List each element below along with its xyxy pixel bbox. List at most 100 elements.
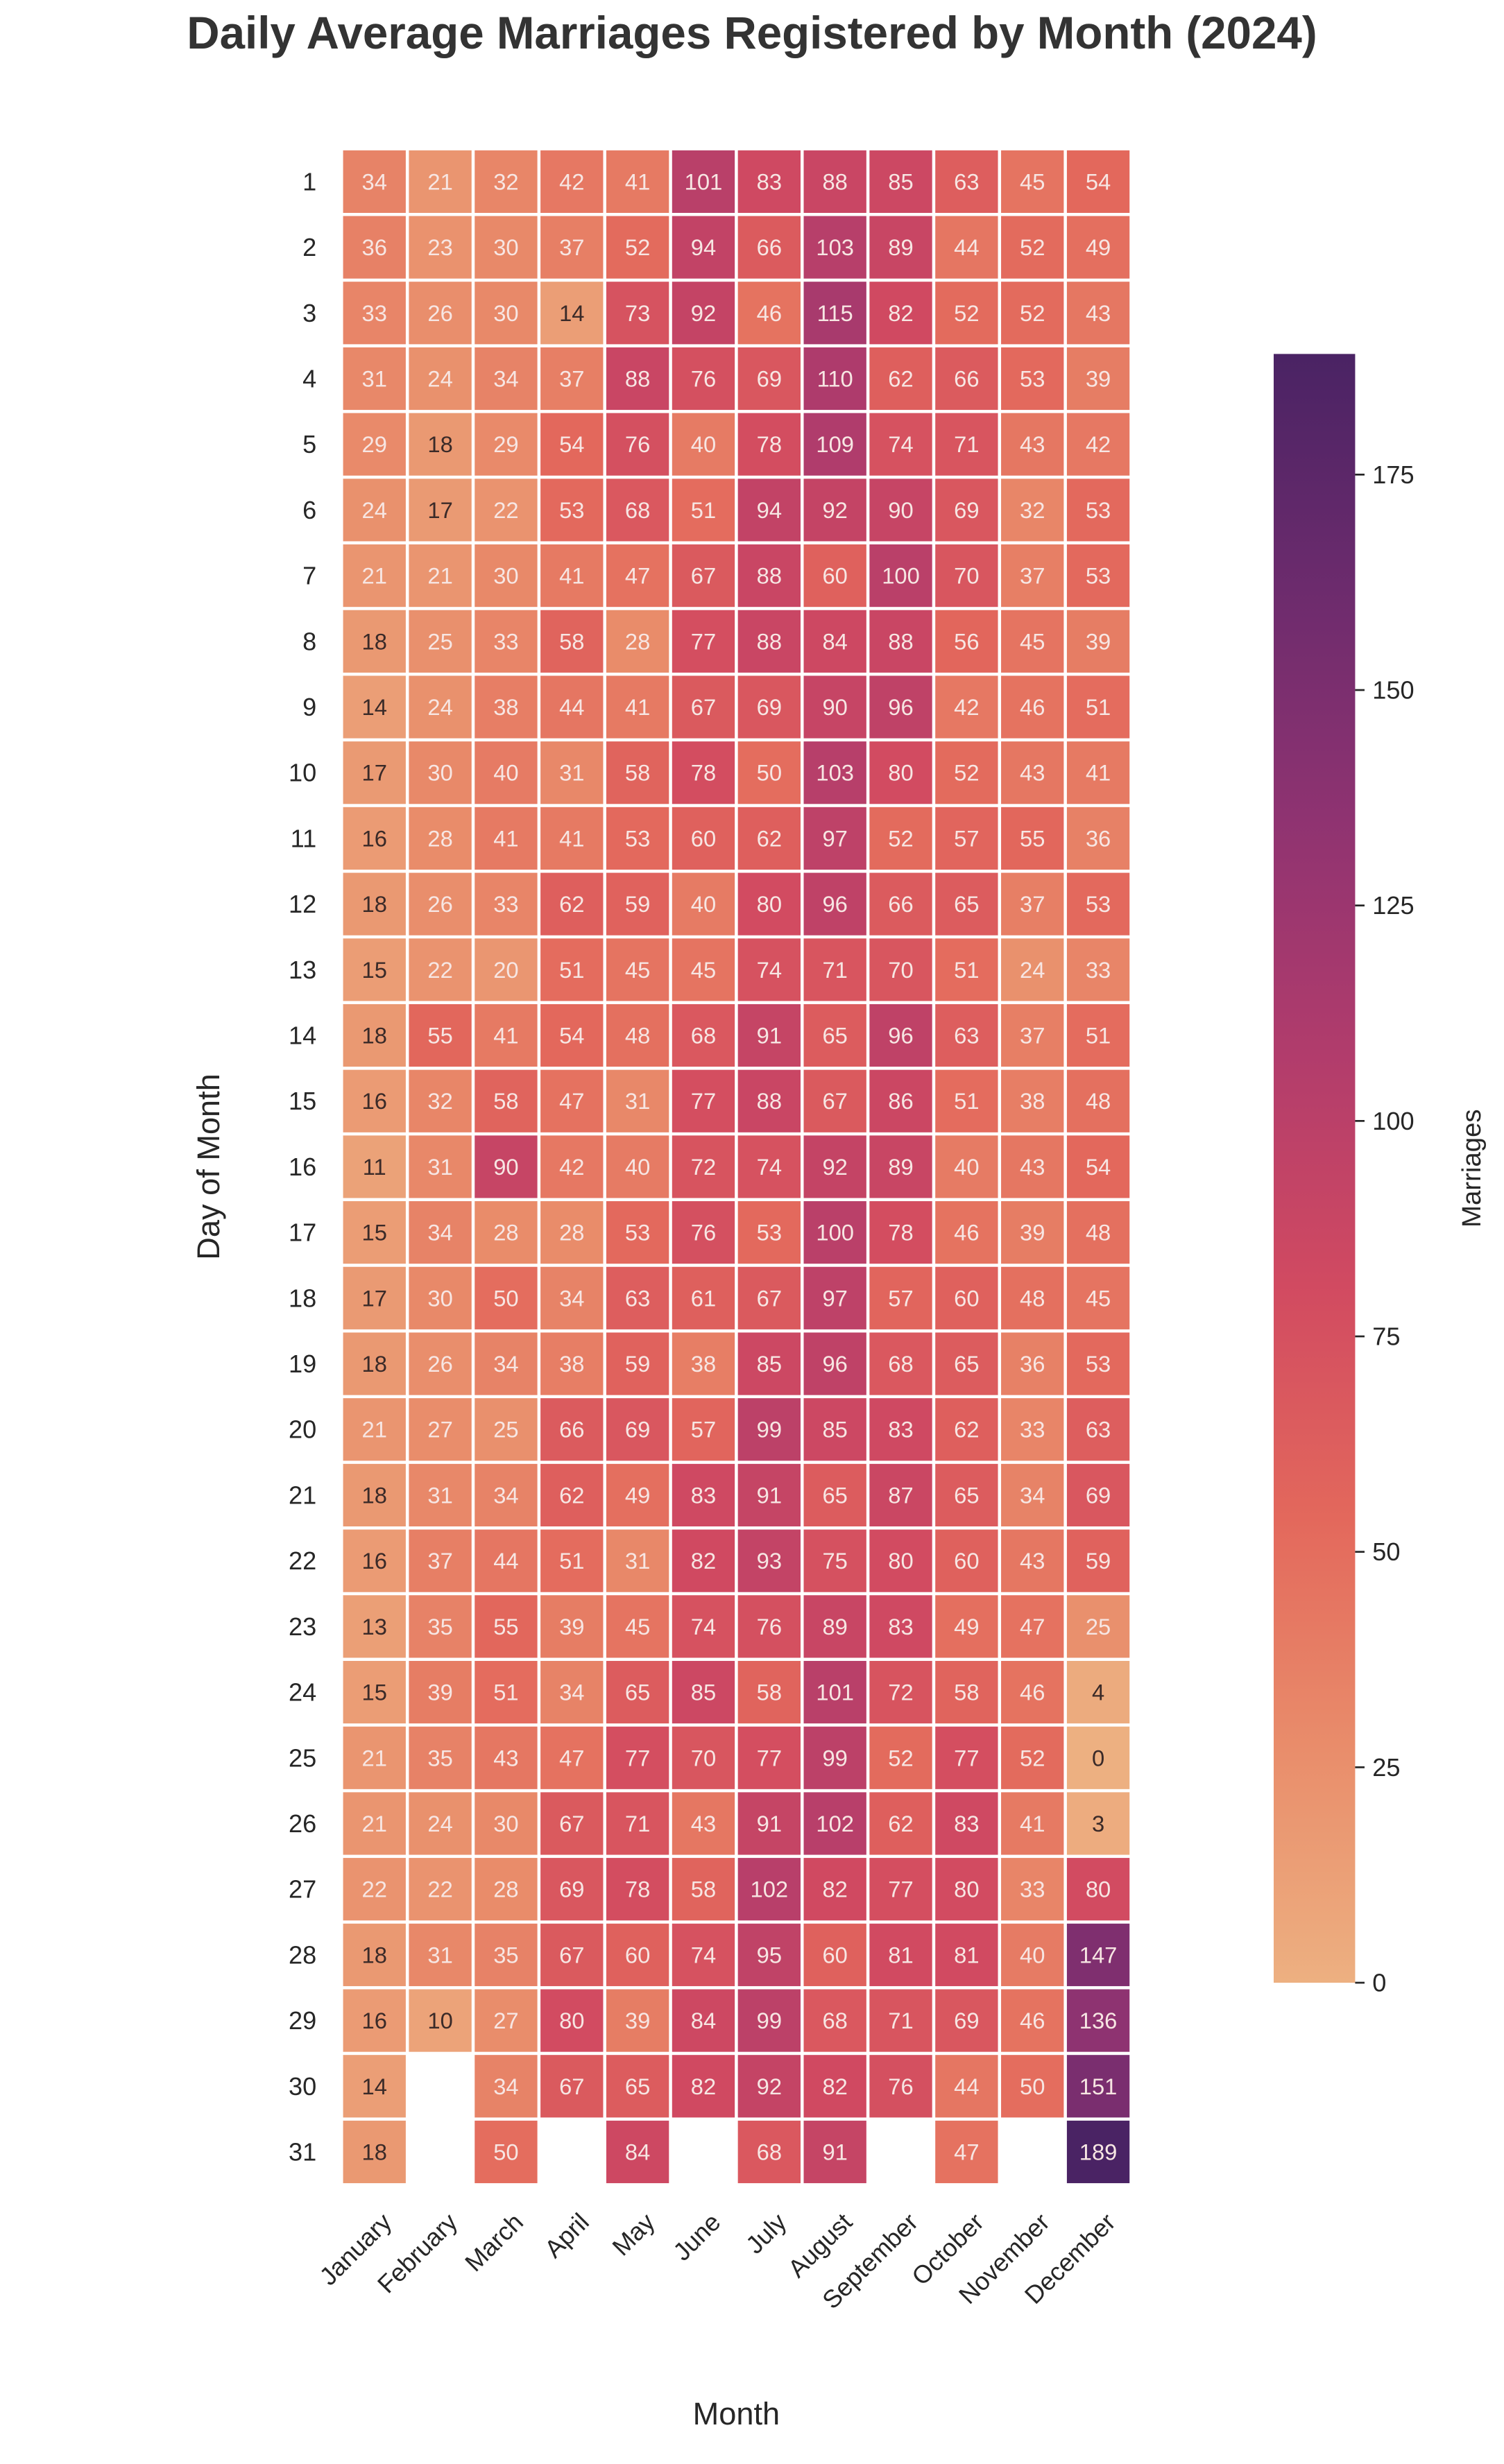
heatmap-cell	[343, 1266, 406, 1329]
y-tick-label: 16	[289, 1153, 316, 1181]
cell-value-label: 51	[1086, 694, 1111, 720]
cell-value-label: 53	[757, 1220, 782, 1246]
cell-value-label: 34	[493, 2074, 518, 2099]
cell-value-label: 81	[954, 1942, 979, 1967]
heatmap-cell	[803, 413, 866, 476]
cell-value-label: 47	[559, 1088, 584, 1114]
cell-value-label: 189	[1079, 2139, 1118, 2164]
heatmap-cell	[672, 544, 735, 608]
cell-value-label: 39	[427, 1680, 452, 1705]
cell-value-label: 28	[493, 1877, 518, 1902]
heatmap-cell	[803, 1726, 866, 1789]
cell-value-label: 37	[1020, 891, 1045, 917]
heatmap-cell	[343, 675, 406, 739]
heatmap-cell	[475, 1989, 538, 2052]
heatmap-cell	[1001, 1529, 1064, 1592]
heatmap-cell	[606, 1398, 669, 1461]
cell-value-label: 52	[625, 234, 650, 260]
heatmap-cell	[935, 479, 998, 542]
cell-value-label: 34	[362, 169, 387, 194]
cell-value-label: 11	[363, 1154, 386, 1180]
cell-value-label: 89	[888, 1154, 913, 1180]
cell-value-label: 16	[362, 2008, 387, 2033]
cell-value-label: 93	[757, 1548, 782, 1574]
heatmap-cell	[409, 150, 472, 213]
heatmap-cell	[672, 2055, 735, 2118]
heatmap-cell	[409, 1989, 472, 2052]
heatmap-cell	[343, 1726, 406, 1789]
heatmap-cell	[1066, 216, 1130, 279]
y-tick-label: 15	[289, 1087, 316, 1115]
cell-value-label: 29	[493, 431, 518, 457]
heatmap-cell	[672, 1069, 735, 1132]
cell-value-label: 41	[1020, 1811, 1045, 1836]
heatmap-cell	[409, 1463, 472, 1527]
heatmap-cell	[803, 1332, 866, 1395]
heatmap-cell	[737, 1726, 801, 1789]
cell-value-label: 37	[1020, 1023, 1045, 1049]
heatmap-cell	[343, 150, 406, 213]
cell-value-label: 17	[362, 1285, 387, 1311]
cell-value-label: 63	[625, 1285, 650, 1311]
cell-value-label: 58	[625, 760, 650, 786]
cell-value-label: 60	[625, 1942, 650, 1967]
heatmap-cell	[343, 1201, 406, 1264]
heatmap-cell	[1001, 413, 1064, 476]
cell-value-label: 84	[822, 628, 847, 654]
heatmap-cell	[343, 479, 406, 542]
cell-value-label: 34	[493, 1482, 518, 1508]
cell-value-label: 40	[954, 1154, 979, 1180]
cell-value-label: 21	[427, 169, 452, 194]
heatmap-cell	[803, 938, 866, 1001]
y-tick-label: 21	[289, 1481, 316, 1509]
heatmap-cell	[869, 216, 932, 279]
cell-value-label: 33	[1086, 957, 1111, 983]
heatmap-cell	[606, 1463, 669, 1527]
heatmap-cell	[1001, 1003, 1064, 1067]
cell-value-label: 33	[1020, 1417, 1045, 1442]
heatmap-cell	[1066, 1726, 1130, 1789]
cell-value-label: 67	[691, 694, 716, 720]
heatmap-cell	[606, 1069, 669, 1132]
heatmap-cell	[540, 1398, 604, 1461]
cell-value-label: 90	[888, 497, 913, 523]
cell-value-label: 37	[559, 365, 584, 391]
heatmap-cell	[343, 807, 406, 870]
colorbar-tick-label: 150	[1372, 676, 1414, 705]
cell-value-label: 45	[1020, 628, 1045, 654]
cell-value-label: 31	[427, 1154, 452, 1180]
cell-value-label: 74	[888, 431, 913, 457]
cell-value-label: 62	[888, 365, 913, 391]
heatmap-cell	[803, 1201, 866, 1264]
cell-value-label: 51	[559, 1548, 584, 1574]
cell-value-label: 31	[427, 1482, 452, 1508]
colorbar-tick-label: 50	[1372, 1537, 1400, 1566]
cell-value-label: 77	[757, 1745, 782, 1771]
heatmap-cell	[803, 675, 866, 739]
cell-value-label: 31	[427, 1942, 452, 1967]
cell-value-label: 55	[427, 1023, 452, 1049]
heatmap-cell	[1066, 1069, 1130, 1132]
cell-value-label: 90	[493, 1154, 518, 1180]
cell-value-label: 151	[1079, 2074, 1118, 2099]
heatmap-cell	[803, 1003, 866, 1067]
heatmap-cell	[869, 1923, 932, 1986]
heatmap-cell	[475, 1266, 538, 1329]
cell-value-label: 92	[822, 497, 847, 523]
cell-value-label: 18	[362, 2139, 387, 2164]
cell-value-label: 43	[1020, 1548, 1045, 1574]
heatmap-cell	[935, 1332, 998, 1395]
cell-value-label: 35	[493, 1942, 518, 1967]
heatmap-cell	[935, 610, 998, 673]
cell-value-label: 47	[625, 563, 650, 589]
heatmap-cell	[343, 2055, 406, 2118]
cell-value-label: 24	[362, 497, 387, 523]
heatmap-cell	[869, 347, 932, 411]
heatmap-cell	[409, 1201, 472, 1264]
cell-value-label: 92	[691, 300, 716, 326]
cell-value-label: 73	[625, 300, 650, 326]
heatmap-cell	[672, 1266, 735, 1329]
heatmap-cell	[803, 1660, 866, 1724]
cell-value-label: 31	[559, 760, 584, 786]
heatmap-cell	[803, 1266, 866, 1329]
